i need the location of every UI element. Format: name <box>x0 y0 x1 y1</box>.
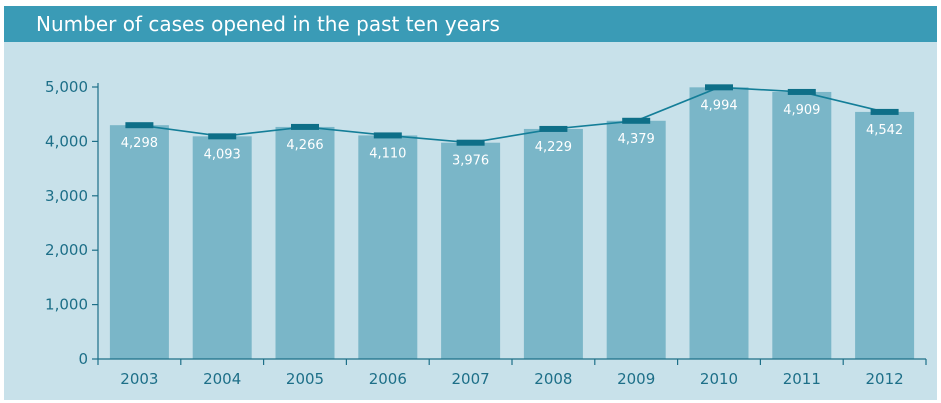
marker-2003 <box>125 122 154 129</box>
marker-2006 <box>373 132 402 139</box>
x-tick-label-2008: 2008 <box>534 370 572 388</box>
y-tick-label-0: 0 <box>78 350 88 368</box>
y-tick-label-1000: 1,000 <box>45 296 88 314</box>
y-tick-label-2000: 2,000 <box>45 241 88 259</box>
chart-frame: Number of cases opened in the past ten y… <box>4 6 937 400</box>
x-tick-label-2009: 2009 <box>617 370 655 388</box>
value-label-2005: 4,266 <box>286 138 323 153</box>
bar-2009 <box>606 120 666 359</box>
bar-2007 <box>441 142 501 359</box>
x-tick-label-2005: 2005 <box>286 370 324 388</box>
trend-line-layer <box>139 86 885 144</box>
bar-2011 <box>772 91 832 359</box>
x-tick-label-2011: 2011 <box>783 370 821 388</box>
marker-2011 <box>787 88 816 95</box>
x-tick-label-2003: 2003 <box>120 370 158 388</box>
y-tick-label-5000: 5,000 <box>45 78 88 96</box>
x-tick-label-2004: 2004 <box>203 370 241 388</box>
marker-2009 <box>622 117 651 124</box>
title-bar: Number of cases opened in the past ten y… <box>4 6 937 42</box>
marker-2004 <box>208 133 237 140</box>
bar-2010 <box>689 87 749 359</box>
value-label-2008: 4,229 <box>535 140 572 155</box>
markers-layer <box>125 84 899 146</box>
y-tick-label-3000: 3,000 <box>45 187 88 205</box>
chart-title: Number of cases opened in the past ten y… <box>36 12 500 36</box>
x-tick-label-2010: 2010 <box>700 370 738 388</box>
bar-chart: 4,298 4,093 4,266 4,110 3,976 4,229 4,379 4,994… <box>45 78 927 388</box>
value-label-2003: 4,298 <box>121 136 158 151</box>
value-label-2010: 4,994 <box>700 98 737 113</box>
marker-2005 <box>291 123 319 130</box>
bar-2005 <box>275 126 335 360</box>
value-label-2012: 4,542 <box>866 123 903 138</box>
x-tick-label-2007: 2007 <box>452 370 490 388</box>
bar-2012 <box>855 111 915 360</box>
x-tick-label-2006: 2006 <box>369 370 407 388</box>
marker-2012 <box>870 108 899 115</box>
value-label-2009: 4,379 <box>618 132 655 147</box>
bar-2004 <box>192 136 252 359</box>
axes-layer: 0 1,000 2,000 3,000 4,000 5,000 2003 2004 2005 20… <box>45 78 927 388</box>
bar-2006 <box>358 135 418 359</box>
value-label-2007: 3,976 <box>452 154 489 169</box>
bar-2003 <box>109 125 169 359</box>
value-label-2011: 4,909 <box>783 103 820 118</box>
marker-2008 <box>539 125 568 132</box>
bar-2008 <box>523 128 583 359</box>
trend-line <box>139 86 885 144</box>
value-labels-layer: 4,298 4,093 4,266 4,110 3,976 4,229 4,379 4,994… <box>121 98 903 168</box>
value-label-2006: 4,110 <box>369 146 406 161</box>
bars-layer <box>109 87 915 360</box>
y-tick-label-4000: 4,000 <box>45 132 88 150</box>
value-label-2004: 4,093 <box>204 147 241 162</box>
marker-2010 <box>705 84 733 91</box>
marker-2007 <box>456 139 485 146</box>
x-tick-label-2012: 2012 <box>866 370 904 388</box>
